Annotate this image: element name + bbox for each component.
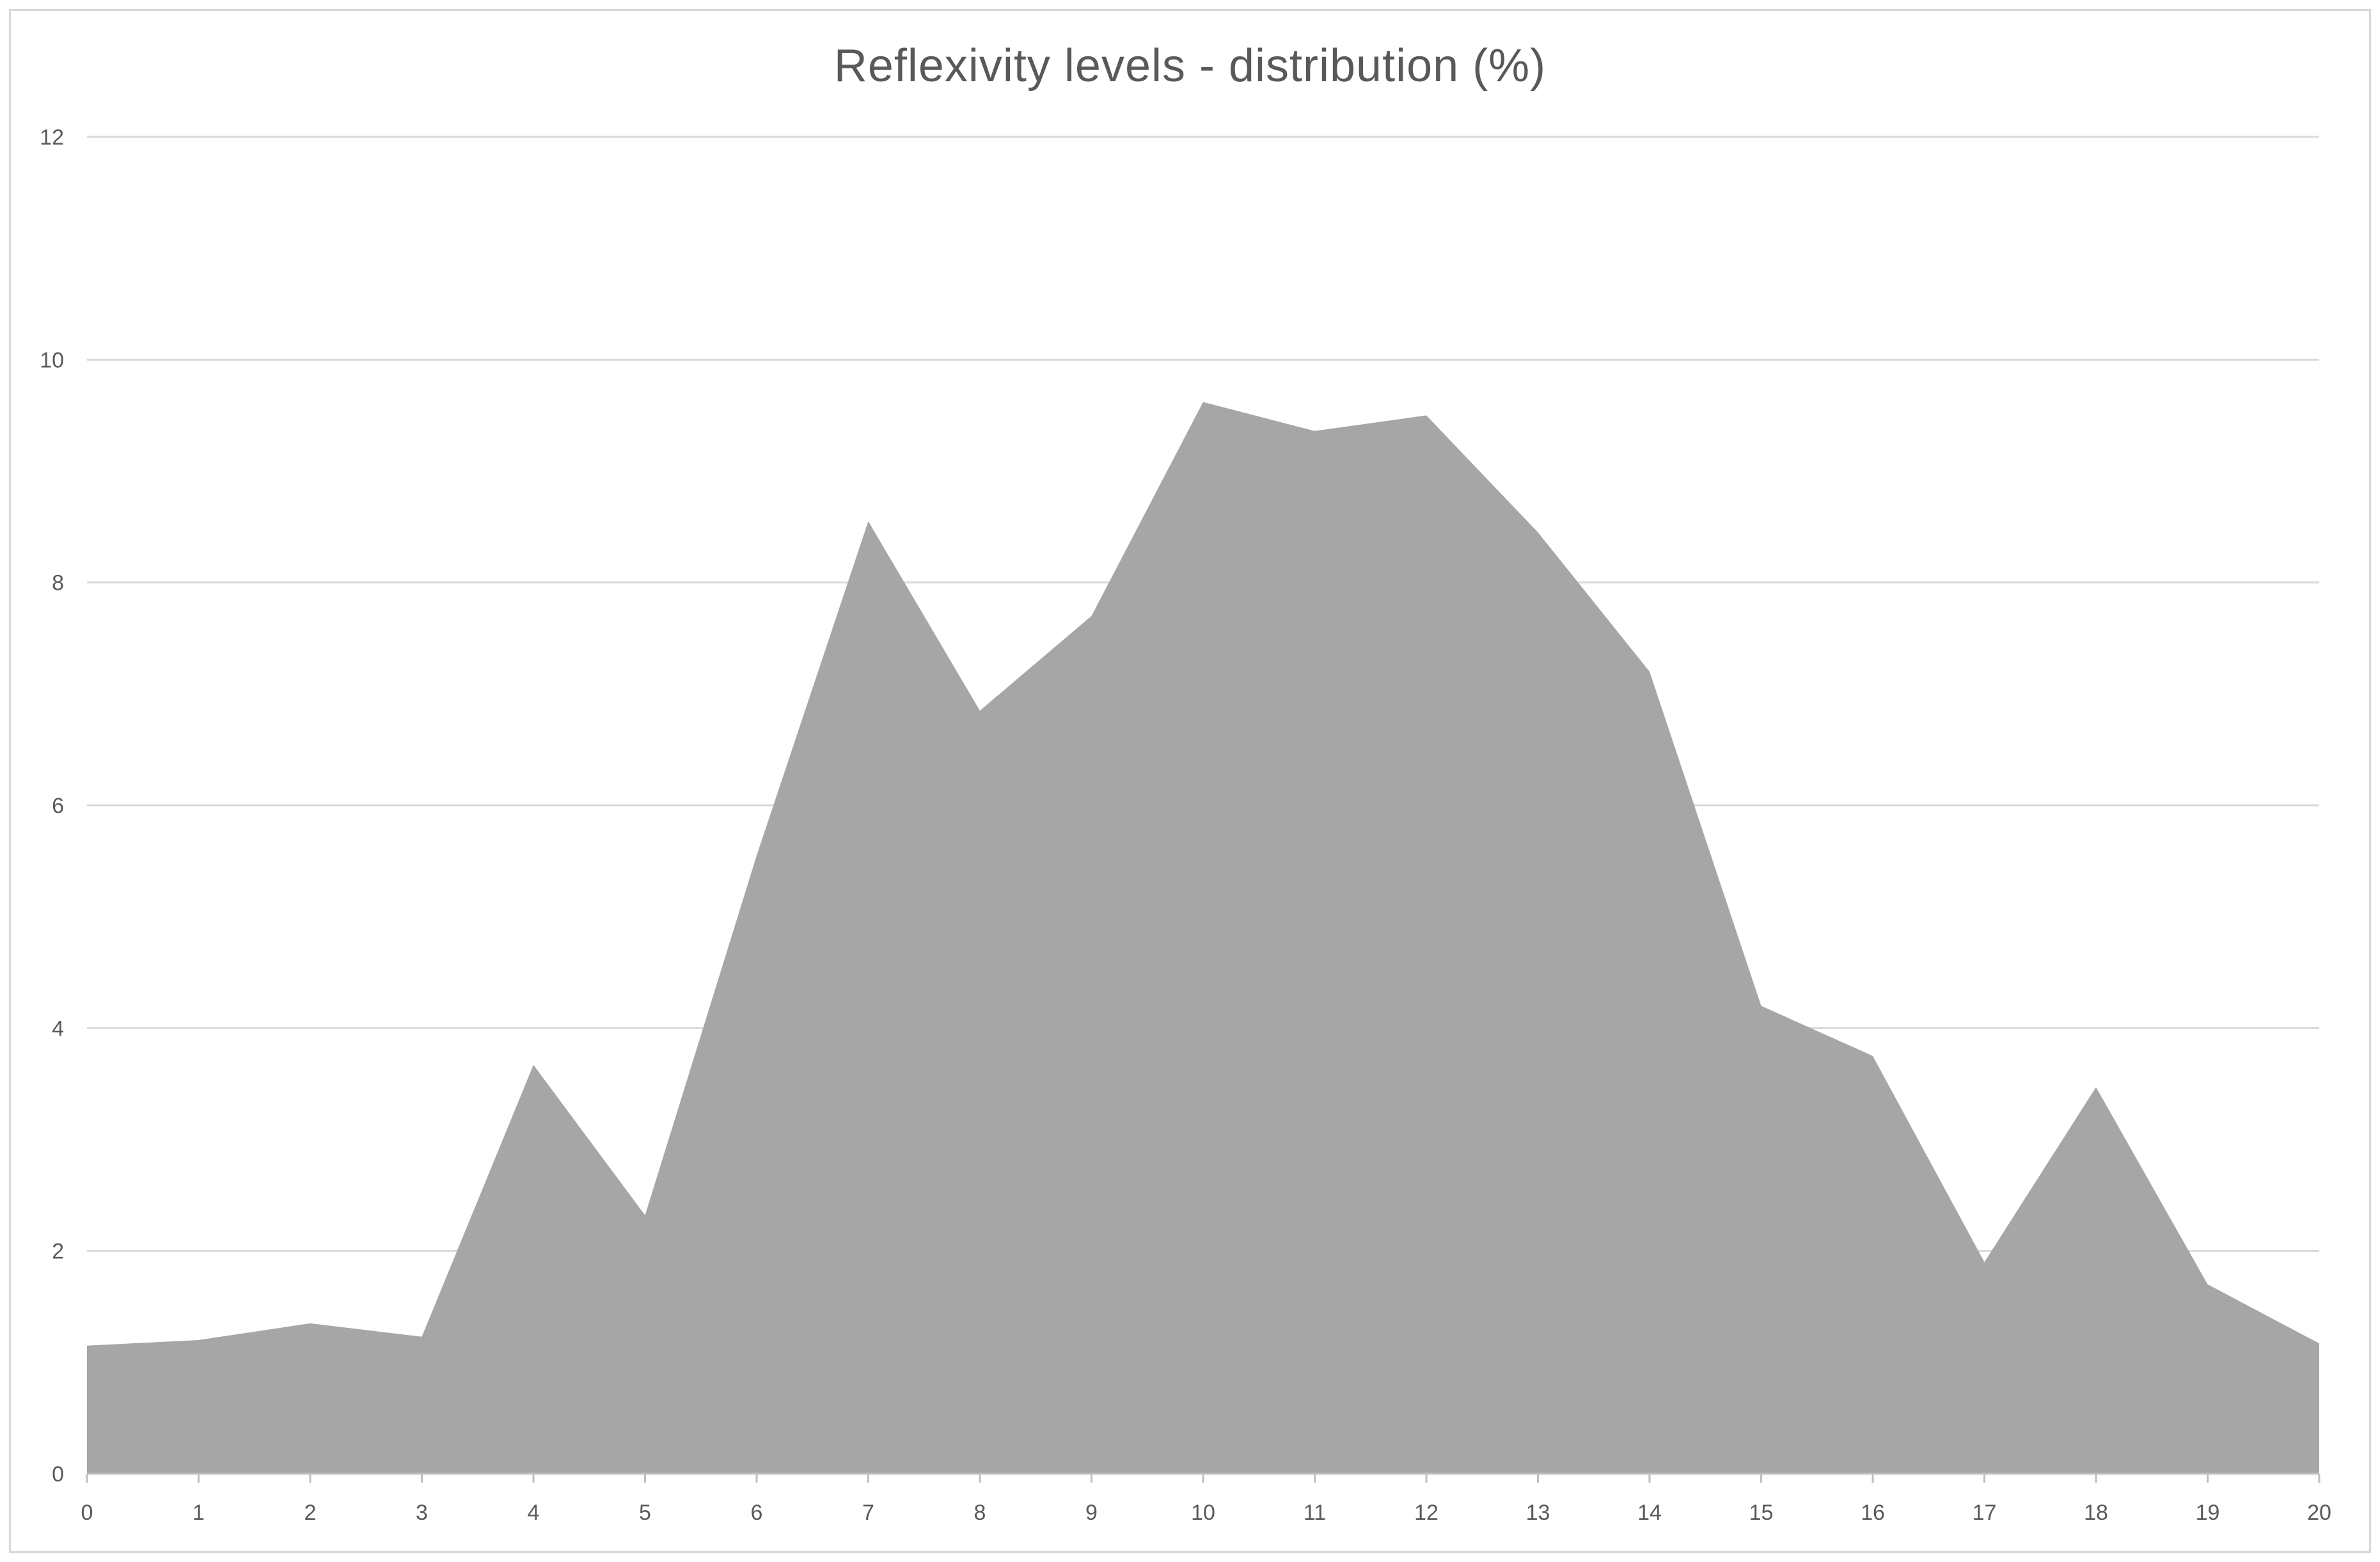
- x-tick-label-16: 16: [1861, 1501, 1885, 1525]
- y-tick-label-10: 10: [40, 348, 64, 372]
- x-tick-label-19: 19: [2196, 1501, 2220, 1525]
- x-tick-label-15: 15: [1749, 1501, 1774, 1525]
- x-tick-label-11: 11: [1304, 1501, 1326, 1525]
- x-tick-label-12: 12: [1414, 1501, 1438, 1525]
- x-tick-label-4: 4: [528, 1501, 540, 1525]
- y-tick-label-0: 0: [52, 1462, 64, 1487]
- x-tick-label-14: 14: [1637, 1501, 1662, 1525]
- x-tick-label-2: 2: [304, 1501, 317, 1525]
- y-tick-label-12: 12: [40, 125, 64, 150]
- x-tick-label-20: 20: [2307, 1501, 2331, 1525]
- x-tick-label-6: 6: [751, 1501, 763, 1525]
- x-tick-label-1: 1: [193, 1501, 205, 1525]
- x-tick-label-17: 17: [1973, 1501, 1997, 1525]
- y-tick-label-4: 4: [52, 1016, 64, 1041]
- y-tick-label-6: 6: [52, 794, 64, 818]
- x-tick-label-13: 13: [1526, 1501, 1550, 1525]
- x-axis-ticks: 0 1 2 3 4 5 6 7 8 9 10 11 12 13 14 15 16 17 18 19 20: [81, 1501, 2331, 1525]
- x-tick-label-10: 10: [1191, 1501, 1215, 1525]
- x-tick-label-3: 3: [416, 1501, 428, 1525]
- x-tick-label-0: 0: [81, 1501, 93, 1525]
- x-tick-label-9: 9: [1085, 1501, 1098, 1525]
- x-tick-label-5: 5: [639, 1501, 651, 1525]
- x-tick-label-7: 7: [862, 1501, 874, 1525]
- x-tick-label-18: 18: [2084, 1501, 2108, 1525]
- area-series: [87, 402, 2319, 1474]
- y-axis-ticks: 0 2 4 6 8 10 12: [40, 125, 64, 1487]
- x-tick-label-8: 8: [974, 1501, 986, 1525]
- area-series-0: [87, 402, 2319, 1474]
- chart-title: Reflexivity levels - distribution (%): [833, 40, 1547, 91]
- y-tick-label-8: 8: [52, 571, 64, 596]
- x-axis: [86, 1472, 2321, 1483]
- y-tick-label-2: 2: [52, 1240, 64, 1264]
